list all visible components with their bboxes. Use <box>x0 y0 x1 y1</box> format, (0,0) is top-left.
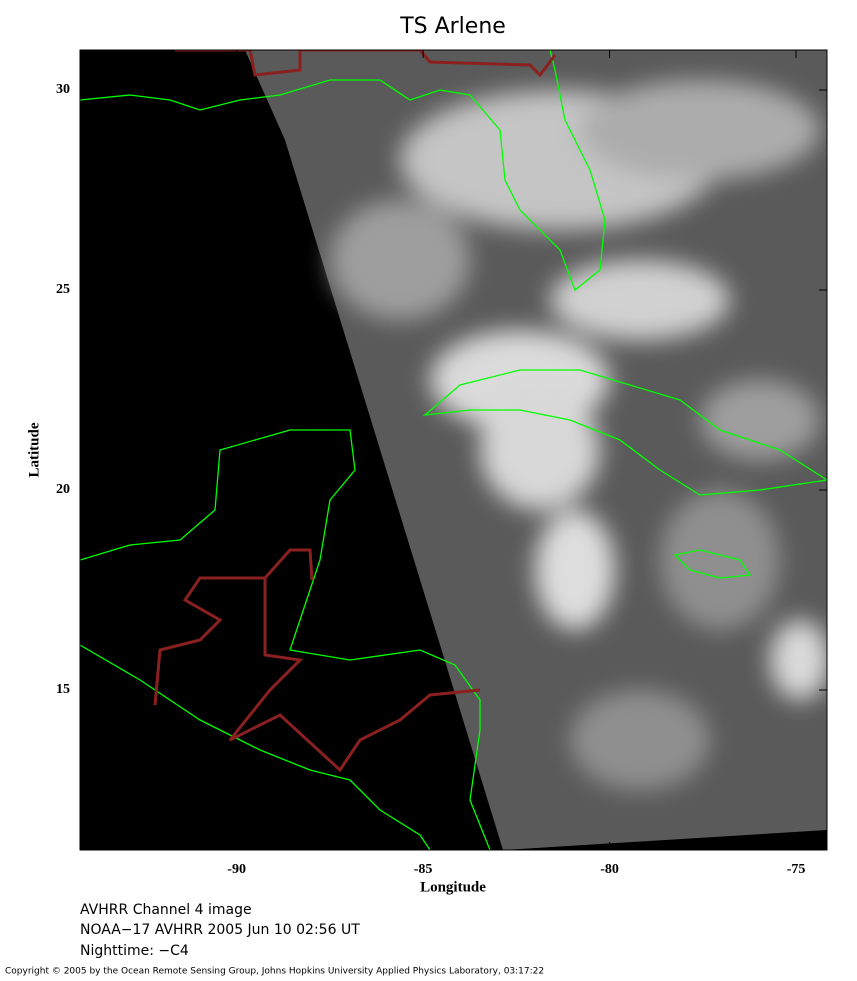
satellite-image <box>80 50 827 850</box>
caption: NOAA−17 AVHRR 2005 Jun 10 02:56 UT <box>80 922 360 938</box>
plot-frame <box>79 49 828 851</box>
coastlines <box>80 50 827 850</box>
y-tick-label: 20 <box>56 482 70 497</box>
y-tick-label: 15 <box>56 682 70 697</box>
y-axis-label: Latitude <box>26 422 42 477</box>
x-axis-label: Longitude <box>420 879 486 895</box>
map-title: TS Arlene <box>399 14 506 39</box>
y-tick-label: 30 <box>56 82 70 97</box>
x-tick-label: -80 <box>600 862 619 877</box>
caption: Nighttime: −C4 <box>80 943 189 959</box>
y-tick-label: 25 <box>56 282 70 297</box>
x-tick-label: -90 <box>227 862 246 877</box>
x-tick-label: -75 <box>787 862 806 877</box>
caption: AVHRR Channel 4 image <box>80 902 252 918</box>
x-tick-label: -85 <box>414 862 433 877</box>
copyright: Copyright © 2005 by the Ocean Remote Sen… <box>5 967 544 977</box>
borders <box>153 50 557 773</box>
